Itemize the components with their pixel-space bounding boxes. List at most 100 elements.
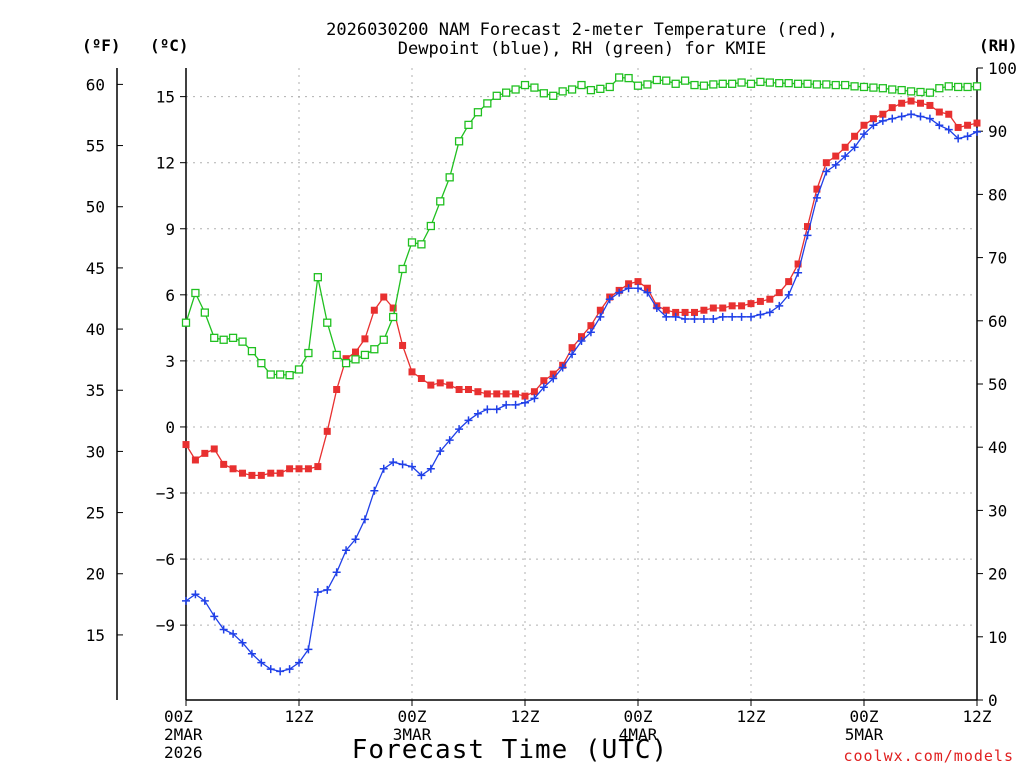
rh-point (746, 79, 756, 88)
temperature-point (370, 306, 378, 314)
dewpoint-point (671, 312, 680, 321)
temperature-point (945, 110, 953, 118)
temperature-point (907, 97, 915, 105)
dewpoint-point (483, 405, 492, 414)
dewpoint-point (699, 315, 708, 324)
dewpoint-point (445, 436, 454, 445)
temperature-point (964, 121, 972, 129)
rh-point (643, 80, 652, 89)
rh-point (841, 80, 850, 90)
dewpoint-point (803, 231, 812, 240)
temperature-point (408, 368, 416, 376)
rh-point (793, 79, 803, 88)
fahrenheit-tick-label: 40 (86, 320, 105, 339)
temperature-point (851, 132, 859, 140)
time-tick-label: 12Z (511, 707, 540, 726)
dewpoint-point (822, 167, 831, 176)
rh-point (539, 89, 548, 98)
dewpoint-point (944, 125, 953, 134)
rh-point (549, 91, 558, 100)
temperature-point (596, 306, 604, 314)
temperature-point (756, 297, 764, 305)
dewpoint-point (219, 625, 228, 634)
rh-point (304, 348, 313, 358)
temperature-point (352, 348, 359, 356)
rh-point (671, 79, 680, 88)
rh-point (935, 84, 944, 93)
dewpoint-point (502, 400, 511, 409)
rh-tick-label: 100 (988, 59, 1017, 78)
rh-point (323, 318, 332, 327)
temperature-point (521, 392, 529, 400)
celsius-unit-label: (ºC) (150, 36, 189, 55)
fahrenheit-tick-label: 25 (86, 504, 105, 523)
dewpoint-point (370, 486, 379, 495)
dewpoint-point (323, 585, 332, 594)
fahrenheit-tick-label: 15 (86, 626, 105, 645)
temperature-point (578, 333, 585, 341)
rh-point (436, 197, 445, 206)
dewpoint-point (634, 284, 642, 293)
x-axis-title: Forecast Time (UTC) (352, 735, 668, 765)
dewpoint-point (681, 315, 690, 324)
dewpoint-point (521, 398, 529, 407)
time-tick-label: 00Z (624, 707, 653, 726)
dewpoint-point (747, 312, 755, 321)
rh-point (803, 79, 812, 88)
rh-point (944, 82, 953, 91)
temperature-point (229, 465, 237, 473)
rh-point (897, 85, 906, 95)
dewpoint-series (182, 110, 981, 676)
rh-point (247, 346, 257, 356)
temperature-point (738, 302, 746, 310)
dewpoint-point (643, 288, 652, 297)
temperature-point (888, 104, 896, 112)
temperature-point (935, 108, 943, 116)
dewpoint-point (831, 160, 840, 169)
axes: −9 −6 −3 0 3 6 9 12 15 15 20 25 30 35 40 45 50 55 60 0 10 20 3… (86, 59, 1017, 762)
rh-point (379, 335, 388, 344)
temperature-point (643, 284, 651, 292)
rh-line (185, 76, 978, 376)
rh-point (690, 80, 699, 90)
temperature-point (342, 355, 350, 363)
rh-point (859, 82, 869, 92)
rh-point (464, 120, 473, 130)
dewpoint-point (652, 304, 661, 313)
dewpoint-point (888, 114, 897, 123)
temperature-point (323, 427, 331, 435)
credit-label: coolwx.com/models (843, 747, 1014, 765)
dewpoint-point (266, 665, 275, 674)
temperature-point (898, 99, 906, 107)
temperature-point (804, 223, 811, 231)
dewpoint-point (718, 312, 727, 321)
rh-point (662, 76, 671, 85)
fahrenheit-unit-label: (ºF) (82, 36, 121, 55)
rh-point (888, 85, 897, 94)
temperature-point (220, 460, 228, 468)
celsius-tick-label: −6 (156, 550, 175, 569)
rh-point (181, 318, 191, 327)
temperature-point (775, 289, 783, 297)
rh-point (313, 273, 322, 282)
dewpoint-point (530, 394, 539, 403)
time-tick-label: 00Z (398, 707, 427, 726)
temperature-point (483, 390, 491, 398)
temperature-point (973, 119, 981, 127)
dewpoint-point (210, 612, 219, 621)
dewpoint-point (191, 590, 200, 599)
dewpoint-point (238, 638, 247, 647)
dewpoint-point (511, 400, 520, 409)
celsius-tick-label: 6 (165, 286, 175, 305)
temperature-point (785, 278, 793, 286)
dewpoint-point (794, 268, 803, 277)
rh-point (407, 238, 417, 247)
dewpoint-point (586, 328, 595, 337)
dewpoint-point (775, 301, 784, 310)
dewpoint-point (954, 134, 963, 143)
dewpoint-point (342, 546, 351, 555)
rh-point (257, 358, 266, 368)
temperature-point (832, 152, 840, 160)
dewpoint-point (860, 130, 868, 139)
time-tick-label: 00Z (850, 707, 879, 726)
